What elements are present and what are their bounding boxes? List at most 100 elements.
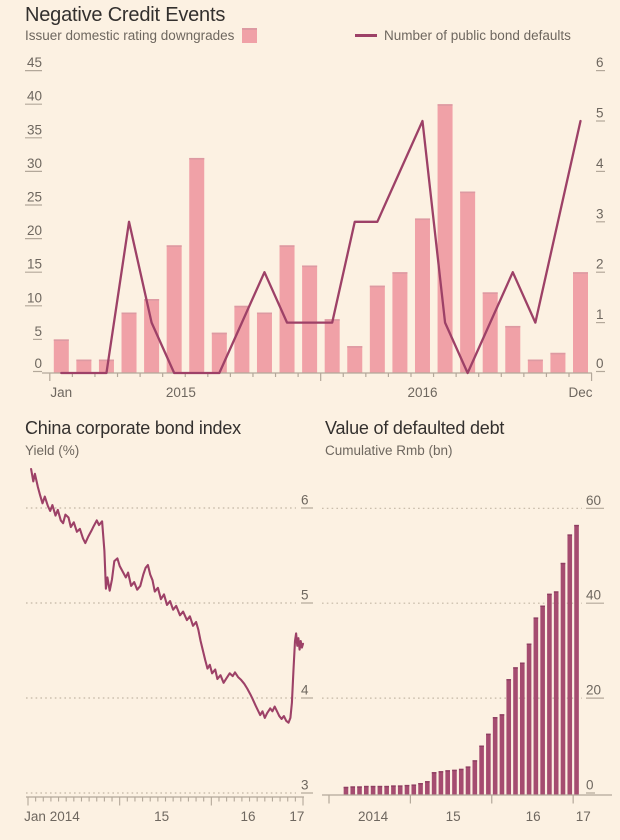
y-axis-label: 0 — [586, 778, 594, 793]
debt-bar — [350, 786, 356, 795]
debt-bar — [465, 766, 471, 795]
left-axis-label: 20 — [27, 223, 42, 238]
debt-bar — [391, 785, 396, 795]
downgrade-bar — [256, 312, 272, 373]
right-axis-label: 6 — [596, 55, 604, 70]
debt-bar — [506, 679, 512, 795]
debt-bar — [438, 771, 444, 795]
debt-bar — [560, 562, 566, 795]
debt-bar — [513, 667, 518, 795]
legend-label-defaults: Number of public bond defaults — [384, 28, 571, 43]
left-axis-label: 35 — [27, 122, 42, 137]
debt-bar-cap — [458, 768, 464, 771]
debt-bar-cap — [452, 769, 457, 772]
legend-label-downgrades: Issuer domestic rating downgrades — [25, 28, 235, 43]
debt-bar-cap — [547, 593, 552, 596]
debt-bar-cap — [499, 714, 505, 716]
legend: Issuer domestic rating downgrades Number… — [0, 28, 620, 46]
y-axis-label: 4 — [301, 683, 309, 698]
downgrade-bar-cap — [53, 339, 69, 341]
downgrade-bar-cap — [392, 272, 408, 274]
debt-bar — [425, 781, 430, 795]
debt-bar-cap — [364, 785, 369, 788]
left-axis-label: 40 — [27, 89, 42, 104]
right-axis-label: 2 — [596, 257, 604, 272]
downgrade-bar — [324, 319, 340, 373]
debt-bar — [499, 714, 505, 795]
debt-bar — [384, 785, 389, 795]
y-axis-label: 20 — [586, 683, 601, 698]
debt-bar — [574, 524, 579, 795]
right-axis-label: 0 — [596, 356, 604, 371]
debt-bar — [533, 617, 539, 795]
downgrade-bar-cap — [279, 245, 295, 247]
downgrade-bar — [144, 299, 160, 373]
downgrade-bar-cap — [550, 352, 566, 355]
debt-bar — [452, 769, 457, 795]
left-axis-label: 0 — [34, 356, 42, 371]
legend-item-downgrades: Issuer domestic rating downgrades — [25, 28, 258, 43]
downgrade-bar-cap — [347, 346, 363, 348]
downgrade-bar — [414, 218, 430, 373]
y-axis-label: 40 — [586, 588, 601, 603]
downgrade-bar-cap — [189, 157, 205, 160]
left-axis-label: 45 — [27, 55, 42, 70]
debt-bar-cap — [533, 617, 539, 619]
defaulted-debt-title: Value of defaulted debt — [325, 418, 505, 438]
downgrade-bar — [392, 272, 408, 373]
downgrade-bar — [166, 245, 182, 373]
x-axis-label: 15 — [446, 809, 461, 824]
debt-bar-cap — [391, 785, 396, 787]
legend-item-defaults: Number of public bond defaults — [355, 28, 571, 43]
downgrade-bar-cap — [144, 299, 160, 301]
debt-bar — [404, 784, 410, 795]
debt-bar — [418, 783, 423, 795]
page-title: Negative Credit Events — [25, 4, 226, 26]
debt-bar — [431, 772, 437, 795]
downgrade-bar-cap — [573, 272, 589, 274]
downgrade-bar-cap — [256, 312, 272, 315]
y-axis-label: 60 — [586, 493, 601, 508]
debt-bar — [472, 760, 478, 795]
debt-bar — [377, 785, 383, 795]
downgrade-bar-cap — [369, 285, 385, 288]
downgrade-bar-cap — [505, 325, 521, 328]
y-axis-label: 3 — [301, 778, 309, 793]
debt-bar — [553, 591, 559, 795]
debt-bar-cap — [567, 534, 573, 536]
downgrade-bar-cap — [482, 292, 498, 294]
right-axis-label: 3 — [596, 206, 604, 221]
downgrade-bar — [460, 191, 476, 373]
bond-index-title: China corporate bond index — [25, 418, 241, 438]
left-axis-label: 10 — [27, 290, 42, 305]
debt-bar — [479, 745, 484, 795]
left-axis-label: 5 — [34, 324, 42, 339]
debt-bar — [364, 785, 369, 795]
x-axis-label: 15 — [154, 809, 169, 824]
debt-bar-cap — [370, 785, 376, 788]
downgrade-bar — [505, 325, 521, 373]
downgrade-bar-cap — [76, 359, 92, 362]
x-axis-label: 17 — [576, 809, 591, 824]
downgrade-bar — [347, 346, 363, 373]
china-corporate-bond-index-chart: 3 4 5 6 Jan 2014 15 16 17 — [24, 467, 313, 824]
debt-bar-cap — [397, 785, 403, 787]
right-axis-label: 4 — [596, 156, 604, 171]
debt-bar — [540, 605, 545, 795]
debt-bar-cap — [357, 786, 362, 788]
line-swatch-icon — [355, 34, 377, 37]
debt-bar-cap — [343, 786, 349, 789]
debt-bar — [492, 717, 498, 795]
debt-bar-cap — [438, 771, 444, 773]
debt-bar-cap — [526, 643, 532, 645]
y-axis-label: 5 — [301, 588, 309, 603]
debt-bar-cap — [425, 781, 430, 783]
x-axis-label: 2016 — [407, 385, 437, 400]
downgrade-bar-cap — [98, 359, 114, 362]
x-axis-label: 2015 — [166, 385, 196, 400]
debt-bar — [370, 785, 376, 795]
x-axis-label: 16 — [526, 809, 541, 824]
downgrade-bar-cap — [166, 245, 182, 247]
bond-index-subtitle: Yield (%) — [25, 443, 80, 458]
x-axis-label: Jan — [50, 385, 72, 400]
